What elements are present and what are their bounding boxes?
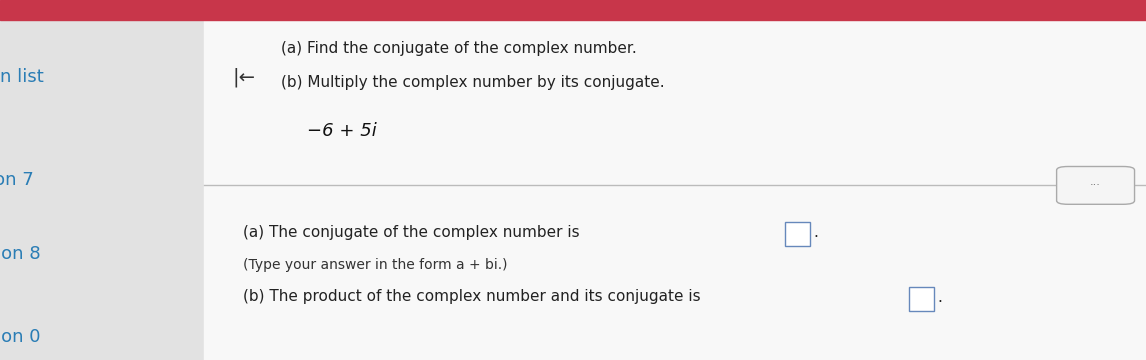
Text: (a) Find the conjugate of the complex number.: (a) Find the conjugate of the complex nu…: [281, 41, 636, 56]
Text: ion 7: ion 7: [0, 171, 33, 189]
Text: −6 + 5i: −6 + 5i: [307, 122, 377, 140]
Bar: [0, 0, 1146, 20]
Text: .: .: [937, 289, 942, 305]
Text: |←: |←: [233, 68, 256, 87]
Text: (b) The product of the complex number and its conjugate is: (b) The product of the complex number an…: [243, 289, 706, 305]
Bar: [0, 20, 204, 360]
FancyBboxPatch shape: [785, 222, 810, 246]
FancyBboxPatch shape: [909, 287, 934, 311]
Text: on list: on list: [0, 68, 44, 86]
Text: tion 8: tion 8: [0, 245, 40, 263]
Text: (b) Multiply the complex number by its conjugate.: (b) Multiply the complex number by its c…: [281, 75, 665, 90]
FancyBboxPatch shape: [1057, 166, 1135, 204]
Text: .: .: [814, 225, 818, 240]
Text: (Type your answer in the form a + bi.): (Type your answer in the form a + bi.): [243, 258, 508, 271]
Text: ···: ···: [1090, 180, 1101, 190]
Bar: [204, 20, 1146, 360]
Text: tion 0: tion 0: [0, 328, 40, 346]
Text: (a) The conjugate of the complex number is: (a) The conjugate of the complex number …: [243, 225, 584, 240]
